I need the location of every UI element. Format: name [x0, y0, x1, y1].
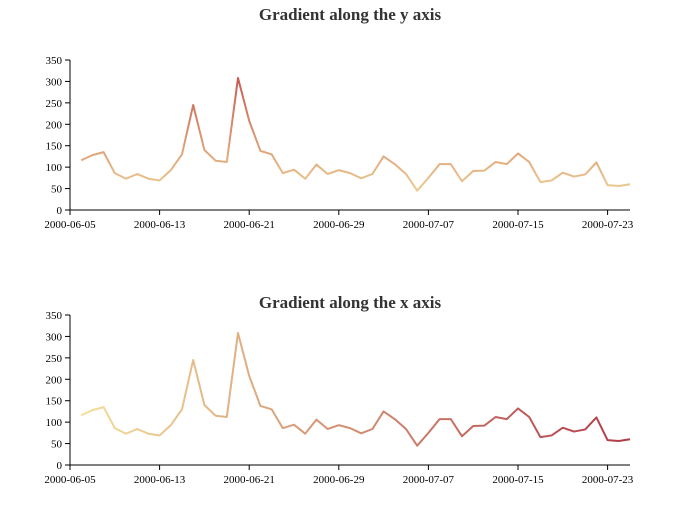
x-tick-label: 2000-07-23	[582, 219, 634, 231]
x-tick-label: 2000-06-21	[224, 219, 275, 231]
y-tick-label: 350	[46, 310, 63, 322]
chart-x-gradient: Gradient along the x axis 0 50 100 150 200 25…	[44, 293, 633, 486]
y-tick-label: 300	[46, 76, 63, 88]
y-tick-label: 200	[46, 374, 63, 386]
y-tick-label: 50	[51, 184, 63, 196]
y-tick-label: 150	[46, 396, 63, 408]
y-tick-label: 250	[46, 98, 63, 110]
x-tick-label: 2000-06-29	[313, 474, 365, 486]
x-tick-label: 2000-07-07	[403, 474, 455, 486]
y-tick-label: 200	[46, 119, 63, 131]
y-tick-label: 300	[46, 331, 63, 343]
y-tick-label: 50	[51, 439, 63, 451]
chart-y-gradient: Gradient along the y axis 0 50 100 150 200 25…	[44, 5, 633, 231]
x-tick-label: 2000-07-15	[492, 474, 544, 486]
x-tick-label: 2000-06-13	[134, 219, 186, 231]
x-tick-label: 2000-07-07	[403, 219, 455, 231]
y-tick-label: 350	[46, 55, 63, 67]
chart-title: Gradient along the y axis	[259, 5, 442, 24]
y-tick-label: 250	[46, 353, 63, 365]
series-line	[80, 332, 631, 447]
x-tick-label: 2000-06-21	[224, 474, 275, 486]
y-tick-label: 0	[57, 205, 63, 217]
y-tick-label: 0	[57, 460, 63, 472]
x-tick-label: 2000-06-13	[134, 474, 186, 486]
tick-group: 0 50 100 150 200 250 300 350 2000-06-05 2000-06-1…	[44, 310, 633, 486]
chart-title: Gradient along the x axis	[259, 293, 442, 312]
x-tick-label: 2000-06-05	[44, 219, 96, 231]
y-tick-label: 100	[46, 417, 63, 429]
x-tick-label: 2000-07-23	[582, 474, 634, 486]
x-tick-label: 2000-07-15	[492, 219, 544, 231]
tick-group: 0 50 100 150 200 250 300 350 2000-06-05 2000-06-1…	[44, 55, 633, 231]
x-tick-label: 2000-06-29	[313, 219, 365, 231]
series-line	[80, 77, 631, 192]
x-tick-label: 2000-06-05	[44, 474, 96, 486]
y-tick-label: 100	[46, 162, 63, 174]
y-tick-label: 150	[46, 141, 63, 153]
